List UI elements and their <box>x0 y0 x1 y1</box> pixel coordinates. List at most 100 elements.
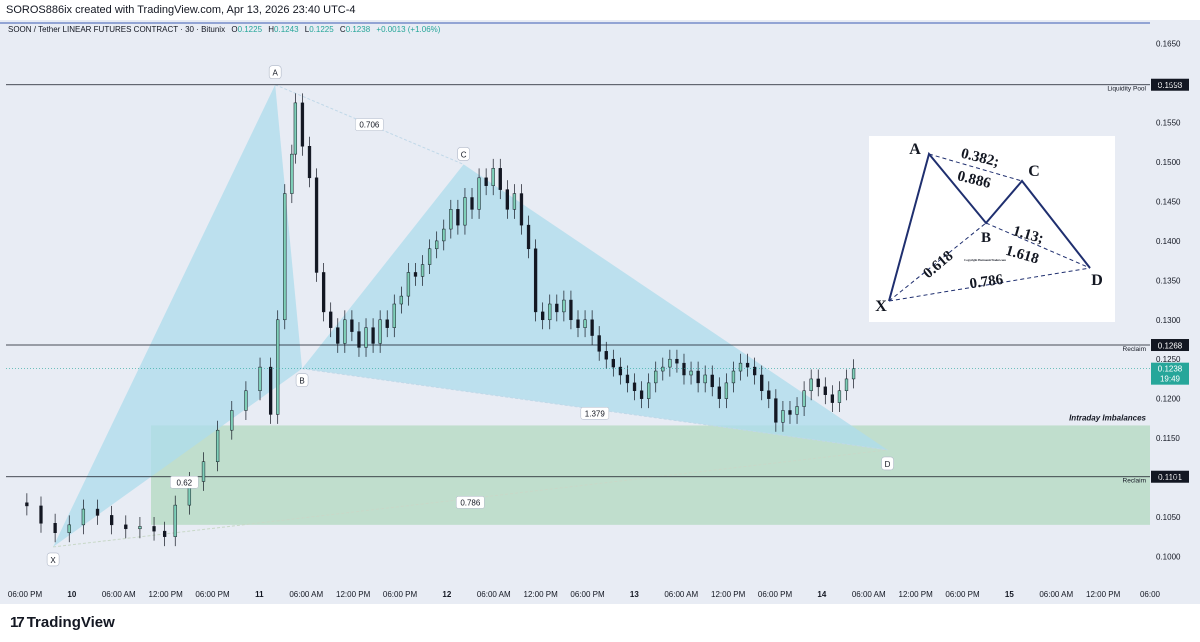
candle-body <box>283 193 287 321</box>
candle-body <box>505 189 509 210</box>
candle-body <box>703 374 707 384</box>
candle-body <box>215 429 220 462</box>
candle-body <box>420 264 425 277</box>
candle-body <box>314 177 319 273</box>
candle-body <box>463 197 467 226</box>
close-value: 0.1238 <box>345 25 371 34</box>
x-tick-1: 10 <box>67 590 76 599</box>
x-tick-19: 12:00 PM <box>899 590 934 599</box>
level-tag-bg-1 <box>1151 339 1189 352</box>
candle-body <box>632 382 637 392</box>
ratio-label-2: 0.62 <box>177 478 193 487</box>
candle-body <box>399 295 404 305</box>
open-value: 0.1225 <box>237 25 263 34</box>
credit-text: SOROS886ix created with TradingView.com,… <box>6 4 356 16</box>
candle-body <box>519 193 524 226</box>
change-value: +0.0013 (+1.06%) <box>376 25 441 34</box>
point-label-bg-C <box>457 147 470 161</box>
candle-body <box>618 366 623 376</box>
candle-body <box>364 327 368 348</box>
countdown-tag: 19:49 <box>1160 375 1181 384</box>
level-tag-bg-2 <box>1151 470 1189 483</box>
candle-body <box>837 390 842 403</box>
level-tag-bg-0 <box>1151 78 1189 91</box>
tradingview-logo[interactable]: 17 TradingView <box>10 614 115 631</box>
candle-body <box>654 370 658 384</box>
candle-body <box>526 224 531 250</box>
ratio-label-bg-1 <box>580 407 610 420</box>
candle-body <box>548 303 552 321</box>
level-label-0: Liquidity Pool <box>1107 86 1146 93</box>
candle-body <box>689 370 693 376</box>
current-price-tag: 0.1238 <box>1158 365 1183 374</box>
y-tick-5: 0.1400 <box>1156 237 1181 246</box>
candle-body <box>597 335 601 352</box>
candle-body <box>844 378 849 392</box>
candle-body <box>710 374 714 388</box>
pattern-bcd-triangle <box>302 164 888 450</box>
candle-body <box>830 394 835 403</box>
legend-copyright: Copyright HarmonicTrader.com <box>964 258 1006 262</box>
y-tick-1: 0.1600 <box>1156 79 1181 88</box>
bat-pattern-diagram: A B C D X 0.382;0.886 1.13;1.618 0.618 0.786 Copy… <box>875 141 1103 315</box>
y-tick-6: 0.1350 <box>1156 276 1181 285</box>
candle-body <box>300 102 305 147</box>
y-tick-12: 0.1050 <box>1156 513 1181 522</box>
candle-body <box>336 327 340 344</box>
low-label: L <box>304 25 310 34</box>
candle-body <box>731 370 736 384</box>
candle-body <box>230 410 234 431</box>
candle-body <box>435 240 439 250</box>
candle-body <box>470 197 474 210</box>
candle-body <box>385 319 389 328</box>
candle-body <box>611 358 615 368</box>
candle-body <box>371 327 375 344</box>
level-tag-1: 0.1268 <box>1158 342 1183 351</box>
candle-body <box>67 524 71 533</box>
candle-body <box>427 248 432 265</box>
candle-body <box>276 319 280 415</box>
x-tick-3: 12:00 PM <box>149 590 184 599</box>
current-price-tag-bg <box>1151 362 1189 385</box>
candle-body <box>293 102 298 155</box>
x-tick-12: 06:00 PM <box>570 590 605 599</box>
candle-body <box>639 390 644 399</box>
top-bar: SOROS886ix created with TradingView.com,… <box>0 0 1200 20</box>
candle-body <box>696 370 700 384</box>
legend-ratio-4: 0.618 <box>920 248 956 282</box>
candle-body <box>760 374 764 392</box>
legend-ratio-2: 1.13; <box>1011 223 1045 247</box>
point-label-bg-B <box>295 373 309 387</box>
candle-body <box>201 461 206 482</box>
legend-xd-dashed <box>888 267 1091 302</box>
candle-body <box>512 193 517 210</box>
level-tag-0: 0.1598 <box>1158 81 1183 90</box>
candle-body <box>477 177 481 210</box>
candle-body <box>576 319 580 328</box>
candle-body <box>81 508 86 526</box>
ratio-label-bg-2 <box>170 476 199 489</box>
candle-body <box>413 272 418 277</box>
x-tick-18: 06:00 AM <box>852 590 886 599</box>
candle-body <box>823 386 827 395</box>
y-tick-2: 0.1550 <box>1156 119 1181 128</box>
candle-body <box>307 146 312 179</box>
candle-body <box>406 272 411 297</box>
candle-body <box>392 303 396 328</box>
candle-body <box>533 248 538 313</box>
y-tick-13: 0.1000 <box>1156 552 1181 561</box>
x-tick-8: 06:00 PM <box>383 590 418 599</box>
x-tick-16: 06:00 PM <box>758 590 793 599</box>
y-tick-9: 0.1200 <box>1156 395 1181 404</box>
candle-body <box>350 319 354 332</box>
legend-point-B: B <box>981 230 991 246</box>
candle-body <box>244 390 248 411</box>
candle-body <box>809 378 813 392</box>
candle-body <box>162 530 167 537</box>
level-label-2: Reclaim <box>1123 478 1146 485</box>
ratio-label-bg-0 <box>355 118 384 131</box>
candle-body <box>290 153 294 194</box>
legend-bd-dashed <box>985 222 1091 269</box>
y-tick-10: 0.1150 <box>1156 434 1180 443</box>
candle-body <box>449 209 453 230</box>
